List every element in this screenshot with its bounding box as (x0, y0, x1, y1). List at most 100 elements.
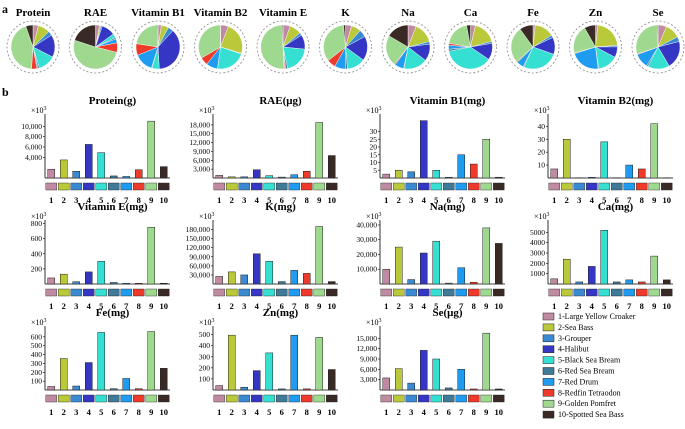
category-swatch (648, 182, 660, 191)
bar-2-2 (228, 176, 236, 179)
category-swatch (405, 288, 417, 297)
y-tick-label: 150,000 (186, 234, 211, 243)
x-tick-label: 2 (397, 301, 401, 311)
x-tick-label: 4 (87, 301, 92, 311)
bar-5-8 (135, 282, 143, 285)
pie-dashed-ring (444, 20, 497, 74)
x-tick-label: 5 (267, 195, 271, 205)
category-swatch (380, 182, 392, 191)
x-tick-label: 8 (305, 301, 309, 311)
pie-slice-8-10 (466, 24, 471, 48)
x-tick-label: 6 (112, 407, 116, 417)
category-swatch (561, 288, 573, 297)
legend-swatch-1 (542, 312, 555, 321)
bar-4-4 (588, 177, 596, 179)
category-swatch (133, 182, 145, 191)
legend-swatch-9 (542, 399, 555, 408)
x-tick-label: 2 (230, 407, 234, 417)
x-tick-label: 4 (87, 195, 92, 205)
bar-chart-title: Protein(g) (89, 95, 137, 107)
category-swatch (45, 394, 57, 403)
bar-1-1 (47, 168, 55, 179)
bar-8-2 (563, 258, 571, 285)
category-swatch (380, 394, 392, 403)
category-swatch (45, 182, 57, 191)
category-swatch (573, 288, 585, 297)
legend-label-7: 7-Red Drum (558, 377, 599, 386)
bar-8-3 (575, 281, 583, 285)
bar-7-5 (432, 240, 440, 285)
pie-slice-7-9 (385, 35, 409, 65)
category-swatch (95, 394, 107, 403)
x-tick-label: 5 (267, 407, 271, 417)
bar-10-2 (228, 334, 236, 391)
y-tick-label: 1000 (530, 269, 545, 278)
pie-slice-10-2 (595, 24, 618, 48)
axis-multiplier-exponent: 3 (44, 212, 47, 218)
legend-label-9: 9-Golden Pomfret (558, 399, 617, 408)
y-tick-label: 5 (373, 166, 377, 175)
bar-3-2 (395, 170, 403, 179)
bar-7-9 (482, 227, 490, 285)
bar-6-8 (303, 273, 311, 285)
bar-9-1 (47, 386, 55, 391)
y-tick-label: 200 (31, 368, 43, 377)
x-tick-label: 4 (590, 195, 595, 205)
y-tick-label: 10,000 (21, 122, 42, 131)
category-swatch (120, 288, 132, 297)
x-tick-label: 3 (409, 195, 413, 205)
bar-6-5 (265, 261, 273, 285)
category-swatch (623, 288, 635, 297)
bar-chart-title: Zn(mg) (263, 307, 299, 319)
category-swatch (108, 288, 120, 297)
pie-title-3: Vitamin B1 (131, 7, 185, 19)
legend-swatch-6 (542, 367, 555, 375)
bar-2-9 (315, 122, 323, 179)
x-tick-label: 2 (62, 407, 66, 417)
pie-charts-row: Protein RAE Vitamin B1 Vitamin B2 Vitamin E K… (6, 7, 685, 74)
bar-3-3 (407, 171, 415, 179)
category-swatch (301, 288, 313, 297)
x-tick-label: 1 (49, 407, 53, 417)
legend-label-1: 1-Large Yellow Croaker (558, 312, 636, 321)
axis-multiplier-exponent: 3 (379, 212, 382, 218)
pie-title-8: Ca (464, 7, 478, 19)
x-tick-label: 5 (434, 301, 438, 311)
pie-dashed-ring (69, 20, 122, 74)
pie-title-9: Fe (527, 7, 539, 19)
category-swatch (418, 288, 430, 297)
panel-b-label: b (2, 85, 9, 99)
x-tick-label: 9 (149, 301, 153, 311)
bar-10-5 (265, 352, 273, 391)
x-tick-label: 6 (615, 195, 619, 205)
category-swatch (251, 288, 263, 297)
bar-5-5 (97, 261, 105, 285)
category-swatch (288, 182, 300, 191)
category-swatch (58, 394, 70, 403)
y-tick-label: 30,000 (356, 235, 377, 244)
category-swatch (45, 288, 57, 297)
pie-slice-9-9 (510, 28, 534, 63)
x-tick-label: 3 (74, 407, 78, 417)
x-tick-label: 8 (472, 407, 476, 417)
x-tick-label: 8 (640, 301, 644, 311)
category-swatch (288, 288, 300, 297)
category-swatch (455, 288, 467, 297)
category-swatch (405, 394, 417, 403)
legend: 1-Large Yellow Croaker 2-Sea Bass 3-Groupe… (542, 312, 636, 419)
axis-multiplier-exponent: 3 (212, 106, 215, 112)
x-tick-label: 2 (397, 195, 401, 205)
x-tick-label: 7 (459, 407, 464, 417)
bar-10-1 (215, 385, 223, 391)
category-swatch (326, 182, 338, 191)
x-tick-label: 2 (62, 301, 66, 311)
category-swatch (468, 288, 480, 297)
bar-1-9 (147, 120, 155, 179)
category-swatch (493, 394, 505, 403)
category-swatch (548, 182, 560, 191)
x-tick-label: 7 (124, 301, 129, 311)
x-tick-label: 2 (397, 407, 401, 417)
y-tick-label: 10,000 (356, 265, 377, 274)
pie-dashed-ring (381, 20, 435, 74)
